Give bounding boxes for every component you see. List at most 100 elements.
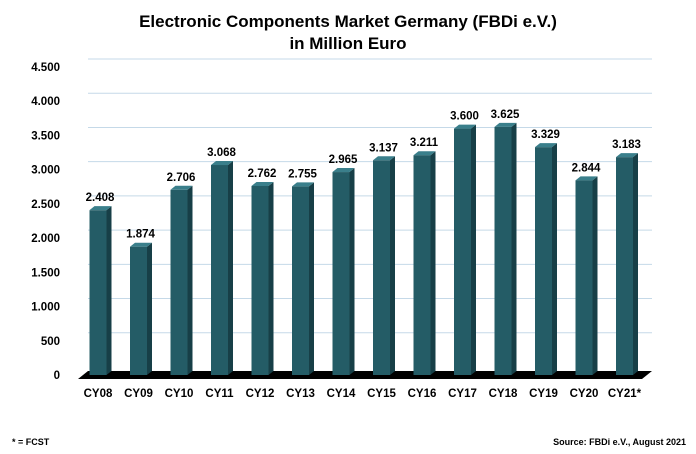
bars bbox=[89, 122, 638, 375]
bar-front bbox=[373, 160, 390, 375]
bar bbox=[130, 242, 152, 375]
bar-front bbox=[292, 186, 309, 375]
value-label: 3.068 bbox=[207, 147, 236, 159]
category-label: CY21* bbox=[608, 388, 642, 400]
floor-plane bbox=[78, 371, 652, 379]
bar-top bbox=[332, 168, 355, 173]
bar-front bbox=[89, 210, 107, 375]
bar-side bbox=[471, 124, 476, 375]
category-label: CY17 bbox=[448, 388, 477, 400]
y-tick-label: 3.000 bbox=[31, 165, 60, 177]
y-tick-label: 0 bbox=[54, 370, 60, 382]
bar bbox=[616, 153, 638, 375]
bar-side bbox=[552, 143, 557, 375]
bar-top bbox=[494, 122, 517, 127]
value-label: 2.408 bbox=[86, 192, 115, 204]
category-label: CY09 bbox=[124, 388, 153, 400]
category-label: CY11 bbox=[205, 388, 234, 400]
bar-side bbox=[349, 168, 355, 375]
y-tick-label: 4.000 bbox=[31, 96, 60, 108]
chart-title: Electronic Components Market Germany (FB… bbox=[139, 12, 557, 31]
value-label: 3.600 bbox=[450, 111, 479, 123]
chart-subtitle: in Million Euro bbox=[289, 34, 406, 53]
source-note: Source: FBDi e.V., August 2021 bbox=[553, 437, 686, 447]
value-label: 2.706 bbox=[167, 172, 196, 184]
y-tick-label: 1.500 bbox=[31, 267, 60, 279]
y-axis-ticks: 0 500 1.000 1.500 2.000 2.500 3.000 3.500 4.000 4… bbox=[31, 62, 60, 382]
category-label: CY10 bbox=[165, 388, 194, 400]
bar-top bbox=[89, 206, 112, 211]
bar bbox=[332, 168, 355, 375]
bar bbox=[535, 143, 557, 375]
bar-front bbox=[494, 126, 512, 375]
bar-side bbox=[106, 206, 112, 375]
bar-front bbox=[575, 180, 593, 375]
bar-side bbox=[309, 182, 314, 375]
y-tick-label: 3.500 bbox=[31, 130, 60, 142]
y-tick-label: 1.000 bbox=[31, 302, 60, 314]
bar-top bbox=[170, 185, 193, 190]
bar-top bbox=[454, 124, 476, 129]
bar-front bbox=[616, 157, 633, 375]
category-label: CY08 bbox=[84, 388, 113, 400]
y-tick-label: 2.000 bbox=[31, 233, 60, 245]
value-labels: 2.408 1.874 2.706 3.068 2.762 2.755 2.965 3.137… bbox=[86, 109, 641, 241]
bar-top bbox=[373, 156, 395, 161]
bar-top bbox=[575, 176, 598, 181]
bar bbox=[292, 182, 314, 375]
value-label: 3.183 bbox=[612, 139, 641, 151]
category-label: CY15 bbox=[367, 388, 396, 400]
bar-side bbox=[228, 161, 233, 375]
bar-front bbox=[251, 185, 269, 375]
bar-front bbox=[130, 246, 147, 375]
value-label: 2.844 bbox=[572, 162, 601, 174]
footnote: * = FCST bbox=[12, 437, 50, 447]
value-label: 2.965 bbox=[329, 154, 358, 166]
chart-floor bbox=[78, 371, 652, 379]
bar bbox=[454, 124, 476, 375]
bar-side bbox=[430, 151, 436, 375]
bar-top bbox=[211, 161, 233, 166]
value-label: 1.874 bbox=[126, 229, 155, 241]
value-label: 3.137 bbox=[369, 142, 398, 154]
category-label: CY19 bbox=[529, 388, 558, 400]
bar-front bbox=[454, 128, 471, 375]
bar-front bbox=[332, 172, 350, 375]
bar bbox=[494, 122, 517, 375]
bar-top bbox=[616, 153, 638, 158]
value-label: 3.625 bbox=[491, 109, 520, 121]
bar bbox=[89, 206, 112, 375]
bar bbox=[251, 181, 274, 375]
y-tick-label: 2.500 bbox=[31, 199, 60, 211]
bar-top bbox=[251, 181, 274, 186]
category-label: CY13 bbox=[286, 388, 315, 400]
bar-side bbox=[390, 156, 395, 375]
bar-top bbox=[130, 242, 152, 247]
category-label: CY14 bbox=[327, 388, 356, 400]
bar-side bbox=[592, 176, 598, 375]
bar-top bbox=[292, 182, 314, 187]
bar-front bbox=[535, 147, 552, 375]
category-label: CY16 bbox=[408, 388, 437, 400]
category-label: CY18 bbox=[489, 388, 518, 400]
bar-top bbox=[413, 151, 436, 156]
category-label: CY12 bbox=[246, 388, 275, 400]
value-label: 2.755 bbox=[288, 168, 317, 180]
value-label: 3.211 bbox=[410, 137, 439, 149]
bar-top bbox=[535, 143, 557, 148]
bar-side bbox=[187, 185, 193, 375]
value-label: 2.762 bbox=[248, 168, 277, 180]
value-label: 3.329 bbox=[531, 129, 560, 141]
bar-side bbox=[268, 181, 274, 375]
bar-side bbox=[147, 242, 152, 375]
bar bbox=[575, 176, 598, 375]
y-tick-label: 500 bbox=[41, 336, 60, 348]
bar bbox=[170, 185, 193, 375]
bar-front bbox=[170, 189, 188, 375]
x-axis-categories: CY08 CY09 CY10 CY11 CY12 CY13 CY14 CY15 CY16 CY17… bbox=[84, 388, 642, 400]
y-tick-label: 4.500 bbox=[31, 62, 60, 74]
category-label: CY20 bbox=[570, 388, 599, 400]
bar-side bbox=[511, 122, 517, 375]
bar-front bbox=[413, 155, 431, 375]
